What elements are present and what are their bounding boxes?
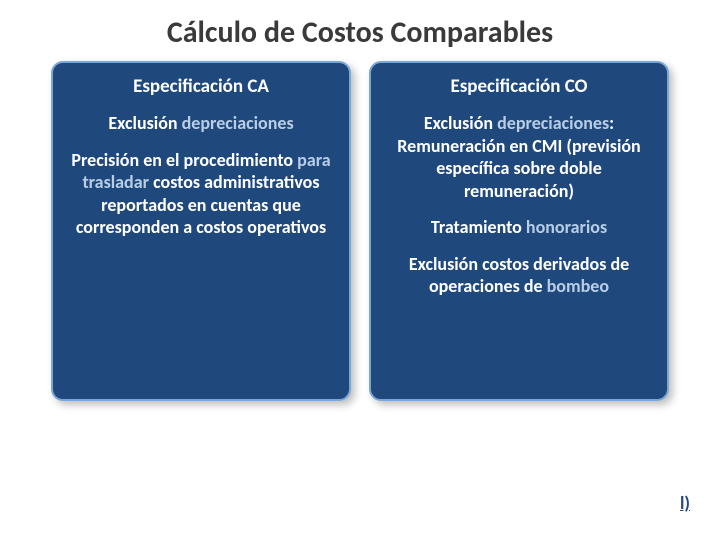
card-co-p3: Exclusión costos derivados de operacione… [381, 253, 657, 298]
columns: Especificación CA Exclusión depreciacion… [0, 61, 720, 401]
highlight-text: depreciaciones [497, 112, 609, 134]
card-ca-p2: Precisión en el procedimiento para trasl… [63, 149, 339, 239]
card-ca-p1: Exclusión depreciaciones [63, 112, 339, 135]
highlight-text: bombeo [547, 275, 609, 297]
footer-link[interactable]: l) [680, 492, 690, 514]
highlight-text: honorarios [526, 216, 607, 238]
card-co-p2: Tratamiento honorarios [381, 216, 657, 239]
card-co-heading: Especificación CO [381, 75, 657, 98]
highlight-text: depreciaciones [182, 112, 294, 134]
card-co-p1: Exclusión depreciaciones: Remuneración e… [381, 112, 657, 202]
card-especificacion-co: Especificación CO Exclusión depreciacion… [369, 61, 669, 401]
card-especificacion-ca: Especificación CA Exclusión depreciacion… [51, 61, 351, 401]
text: Precisión en el procedimiento [71, 149, 297, 171]
page-title: Cálculo de Costos Comparables [0, 0, 720, 61]
text: Exclusión [424, 112, 497, 134]
card-ca-heading: Especificación CA [63, 75, 339, 98]
text: Tratamiento [431, 216, 526, 238]
text: Exclusión [108, 112, 181, 134]
